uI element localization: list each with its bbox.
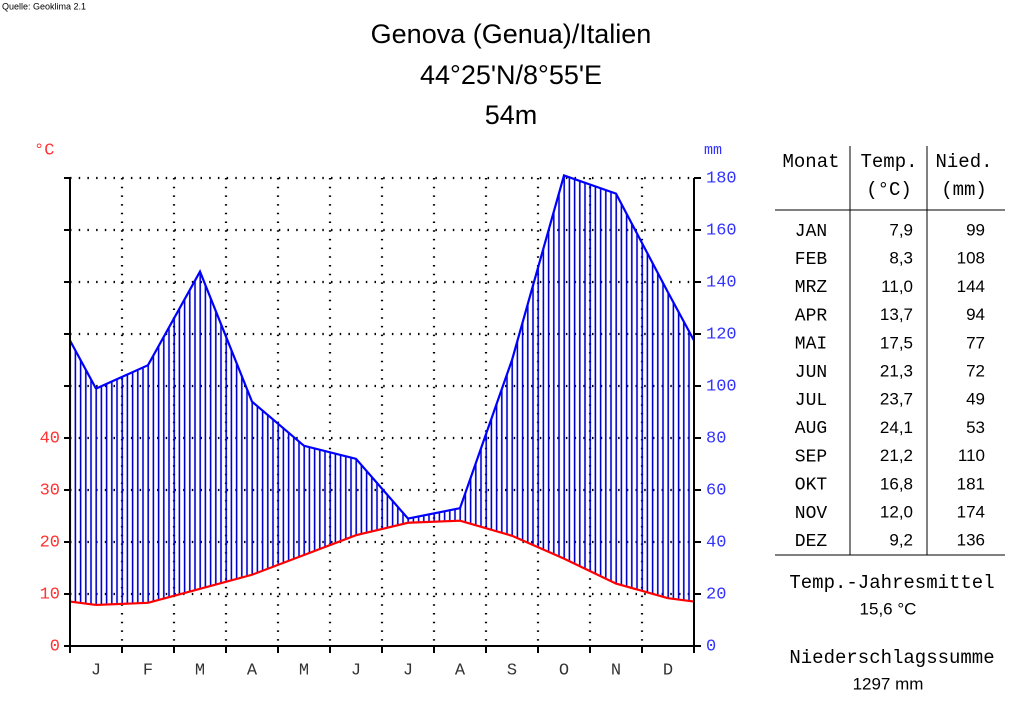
table-cell: 72 <box>966 361 985 380</box>
x-tick-label: A <box>247 661 258 680</box>
x-tick-label: N <box>611 661 621 680</box>
y-tick-label: 0 <box>50 637 60 656</box>
table-header: (°C) <box>866 179 912 201</box>
table-cell: 21,2 <box>880 446 913 465</box>
table-cell: NOV <box>795 504 828 524</box>
line <box>95 173 669 520</box>
table-cell: 9,2 <box>889 531 913 550</box>
y2-tick-label: 160 <box>706 221 737 240</box>
y2-tick-label: 180 <box>706 169 737 188</box>
table-cell: MRZ <box>795 278 828 298</box>
y-tick-label: 30 <box>40 481 60 500</box>
table-cell: MAI <box>795 335 827 355</box>
x-tick-label: M <box>299 661 309 680</box>
table-cell: 12,0 <box>880 502 913 521</box>
table-cell: OKT <box>795 476 828 496</box>
y-tick-label: 20 <box>40 533 60 552</box>
table-cell: 16,8 <box>880 474 913 493</box>
x-tick-label: M <box>195 661 205 680</box>
humid-area <box>70 175 694 605</box>
table-cell: 7,9 <box>889 220 913 239</box>
table-cell: AUG <box>795 419 827 439</box>
table-cell: APR <box>795 306 828 326</box>
table-header: Monat <box>782 151 839 173</box>
table-cell: 53 <box>966 418 985 437</box>
x-tick-label: J <box>351 661 361 680</box>
table-cell: 21,3 <box>880 361 913 380</box>
table-cell: 13,7 <box>880 305 913 324</box>
table-cell: JUL <box>795 391 827 411</box>
y2-axis-label: mm <box>704 142 722 159</box>
table-header: (mm) <box>941 179 987 201</box>
x-tick-label: J <box>91 661 101 680</box>
x-tick-label: D <box>663 661 673 680</box>
summary-label: Niederschlagssumme <box>789 647 994 669</box>
line-edge <box>69 339 97 390</box>
y2-tick-label: 60 <box>706 481 726 500</box>
summary-value: 1297 mm <box>853 674 924 693</box>
summary-label: Temp.-Jahresmittel <box>789 572 994 594</box>
table-header: Nied. <box>935 151 992 173</box>
x-tick-label: O <box>559 661 569 680</box>
table-cell: 99 <box>966 220 985 239</box>
y2-tick-label: 140 <box>706 273 737 292</box>
table-cell: 49 <box>966 390 985 409</box>
line-edge <box>667 291 695 342</box>
table-cell: 24,1 <box>880 418 913 437</box>
x-tick-label: A <box>455 661 466 680</box>
source: Quelle: Geoklima 2.1 <box>2 1 86 11</box>
table-cell: 8,3 <box>889 249 913 268</box>
y2-tick-label: 20 <box>706 585 726 604</box>
table-cell: 23,7 <box>880 390 913 409</box>
y2-tick-label: 0 <box>706 637 716 656</box>
table-cell: FEB <box>795 250 828 270</box>
table-cell: 108 <box>957 249 985 268</box>
subtitle: 44°25'N/8°55'E <box>420 60 602 90</box>
summary-value: 15,6 °C <box>860 599 917 618</box>
title: Genova (Genua)/Italien <box>371 19 652 49</box>
subtitle: 54m <box>485 100 538 130</box>
table-cell: 11,0 <box>881 277 913 296</box>
x-tick-label: F <box>143 661 153 680</box>
y2-tick-label: 80 <box>706 429 726 448</box>
y-tick-label: 10 <box>40 585 60 604</box>
table-cell: JAN <box>795 222 827 242</box>
line-edge <box>69 600 97 607</box>
x-tick-label: S <box>507 661 517 680</box>
y2-tick-label: 120 <box>706 325 737 344</box>
table-cell: SEP <box>795 447 827 467</box>
table-cell: 136 <box>957 531 985 550</box>
table-cell: 17,5 <box>880 333 913 352</box>
y2-tick-label: 40 <box>706 533 726 552</box>
y-tick-label: 40 <box>40 429 60 448</box>
table-cell: 77 <box>966 333 985 352</box>
table-cell: 144 <box>957 277 985 296</box>
line <box>95 519 669 607</box>
table-cell: 94 <box>966 305 985 324</box>
table-cell: 181 <box>957 474 985 493</box>
x-tick-label: J <box>403 661 413 680</box>
table: Monat Temp. (°C) Nied. (mm) <box>775 146 1005 556</box>
table-cell: DEZ <box>795 532 828 552</box>
line-edge <box>667 597 695 603</box>
y2-tick-label: 100 <box>706 377 737 396</box>
table-cell: 174 <box>957 502 985 521</box>
table-cell: JUN <box>795 363 827 383</box>
table-header: Temp. <box>860 151 917 173</box>
y-axis-label: °C <box>34 141 54 160</box>
table-cell: 110 <box>958 446 985 465</box>
